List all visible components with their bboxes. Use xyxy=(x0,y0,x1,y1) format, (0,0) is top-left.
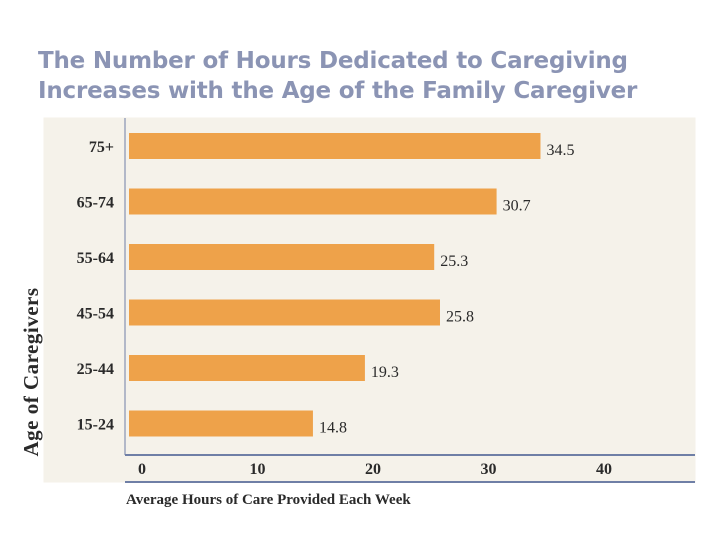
bar xyxy=(129,244,435,270)
data-label: 14.8 xyxy=(319,420,347,437)
chart-title: The Number of Hours Dedicated to Caregiv… xyxy=(38,46,698,106)
category-label: 75+ xyxy=(89,139,114,156)
category-label: 55-64 xyxy=(77,250,114,267)
category-label: 45-54 xyxy=(77,306,114,323)
category-label: 25-44 xyxy=(77,361,114,378)
x-tick-label: 30 xyxy=(481,461,497,478)
bar xyxy=(129,410,313,437)
category-label: 15-24 xyxy=(77,417,114,434)
data-label: 30.7 xyxy=(503,198,531,215)
category-label: 65-74 xyxy=(77,195,114,212)
x-tick-label: 40 xyxy=(596,461,612,478)
x-tick-label: 20 xyxy=(365,461,381,478)
data-label: 25.3 xyxy=(440,253,468,270)
x-tick-label: 0 xyxy=(138,461,146,478)
chart-title-line-1: The Number of Hours Dedicated to Caregiv… xyxy=(38,48,628,74)
bar xyxy=(129,355,365,381)
y-axis-label: Age of Caregivers xyxy=(19,287,43,456)
data-label: 34.5 xyxy=(546,142,574,159)
bar xyxy=(129,133,541,159)
chart-title-line-2: Increases with the Age of the Family Car… xyxy=(38,78,638,104)
bar xyxy=(129,299,440,326)
x-axis-label: Average Hours of Care Provided Each Week xyxy=(126,492,411,508)
data-label: 19.3 xyxy=(371,364,399,381)
data-label: 25.8 xyxy=(446,309,474,326)
x-tick-label: 10 xyxy=(250,461,266,478)
bar xyxy=(129,188,497,215)
